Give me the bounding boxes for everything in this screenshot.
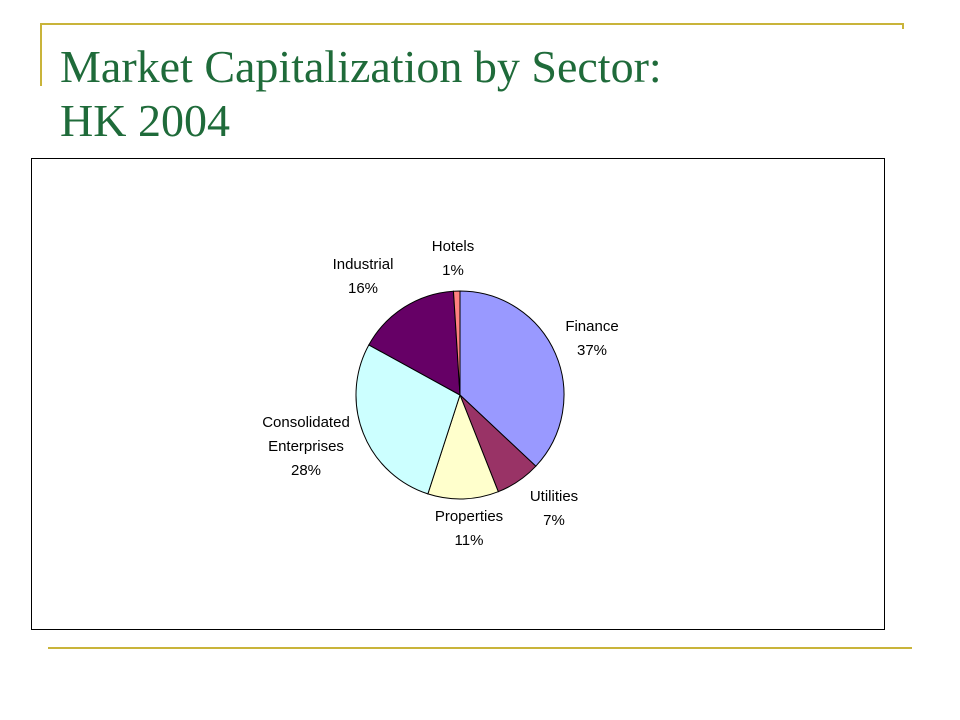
bottom-rule bbox=[48, 647, 912, 649]
page-title: Market Capitalization by Sector: HK 2004 bbox=[60, 40, 880, 148]
slice-label-finance: Finance 37% bbox=[565, 318, 618, 359]
pie-labels: Finance 37% Utilities 7% Properties 11% Consol… bbox=[262, 238, 618, 549]
pie-slice-finance bbox=[459, 290, 565, 467]
title-line-1: Market Capitalization by Sector: bbox=[60, 41, 662, 92]
pie-slice-industrial bbox=[368, 290, 461, 396]
left-accent-rule bbox=[40, 24, 42, 86]
chart-area: Finance 37% Utilities 7% Properties 11% Consol… bbox=[31, 158, 885, 630]
slice-label-utilities: Utilities 7% bbox=[530, 488, 578, 529]
top-rule bbox=[40, 23, 904, 25]
pie-chart: Finance 37% Utilities 7% Properties 11% Consol… bbox=[262, 238, 618, 549]
top-rule-end-tick bbox=[902, 23, 904, 29]
pie-slice-consolidated-enterprises bbox=[355, 344, 461, 495]
slice-label-consolidated-enterprises: Consolidated Enterprises 28% bbox=[262, 414, 350, 479]
slice-label-properties: Properties 11% bbox=[435, 508, 503, 549]
pie-slices bbox=[355, 290, 565, 500]
title-line-2: HK 2004 bbox=[60, 95, 230, 146]
pie-slice-hotels bbox=[452, 290, 461, 396]
slice-label-industrial: Industrial 16% bbox=[333, 256, 394, 297]
pie-slice-properties bbox=[427, 393, 499, 500]
slice-label-hotels: Hotels 1% bbox=[432, 238, 475, 279]
